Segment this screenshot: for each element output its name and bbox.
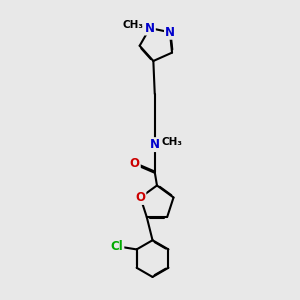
Text: O: O <box>130 157 140 170</box>
Text: CH₃: CH₃ <box>123 20 144 31</box>
Text: Cl: Cl <box>111 240 123 253</box>
Text: N: N <box>145 22 155 34</box>
Text: O: O <box>135 191 146 204</box>
Text: CH₃: CH₃ <box>162 137 183 147</box>
Text: N: N <box>165 26 175 39</box>
Text: N: N <box>150 138 160 151</box>
